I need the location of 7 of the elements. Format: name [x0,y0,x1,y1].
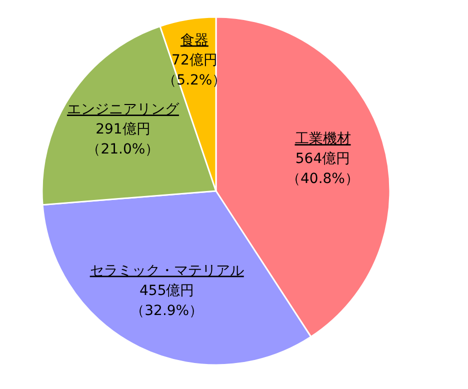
data-label: 564億円（40.8%） [286,151,359,188]
slice-label: 食器 [180,32,208,48]
slice-label: セラミック・マテリアル [90,262,244,279]
data-label: 291億円（21.0%） [86,122,160,158]
data-label: 455億円（32.9%） [130,282,204,319]
slice-label: エンジニアリング [66,102,180,118]
slice-label: 工業機材 [294,131,351,148]
